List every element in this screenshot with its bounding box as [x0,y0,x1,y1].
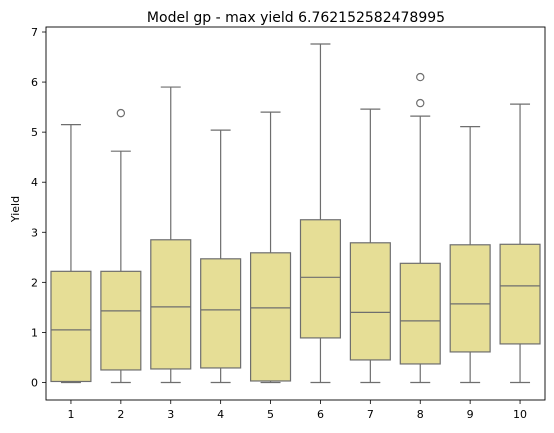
outlier-point [416,98,425,108]
y-tick-label: 5 [31,126,38,139]
y-tick-label: 7 [31,26,38,39]
box-iqr [299,219,342,339]
box-iqr [449,244,491,353]
x-tick-label: 6 [317,408,324,421]
y-axis-label: Yield [9,196,22,223]
y-tick-label: 6 [31,76,38,89]
box-iqr [150,239,192,370]
outlier-point [416,72,425,82]
y-tick-label: 4 [31,176,38,189]
box-group-6 [299,43,342,384]
x-tick-label: 2 [117,408,124,421]
x-tick-label: 9 [467,408,474,421]
x-tick-label: 5 [267,408,274,421]
box-group-2 [100,108,142,384]
box-group-7 [349,108,391,384]
x-tick-label: 7 [367,408,374,421]
plot-frame [45,26,546,401]
box-iqr [499,243,541,345]
plot-area: 0 1 2 3 4 5 6 7 1 2 3 4 5 6 7 8 9 10 [31,26,541,421]
y-tick-label: 0 [31,376,38,389]
x-tick-label: 10 [513,408,527,421]
box-iqr [100,270,142,371]
y-tick-label: 2 [31,276,38,289]
box-iqr [200,258,242,369]
box-group-10 [499,103,541,384]
x-tick-label: 4 [217,408,224,421]
box-iqr [249,252,292,382]
box-group-3 [150,86,192,384]
box-iqr [349,242,391,361]
box-iqr [399,262,441,365]
x-tick-label: 8 [417,408,424,421]
box-iqr [50,270,92,383]
box-group-9 [449,126,491,384]
chart-title: Model gp - max yield 6.762152582478995 [147,10,445,26]
box-group-5 [249,111,292,384]
box-group-4 [200,129,242,384]
outlier-point [116,108,126,118]
x-tick-label: 3 [167,408,174,421]
box-group-1 [50,124,92,384]
box-group-8 [399,72,441,384]
x-tick-label: 1 [67,408,74,421]
y-tick-label: 1 [31,326,38,339]
y-tick-label: 3 [31,226,38,239]
